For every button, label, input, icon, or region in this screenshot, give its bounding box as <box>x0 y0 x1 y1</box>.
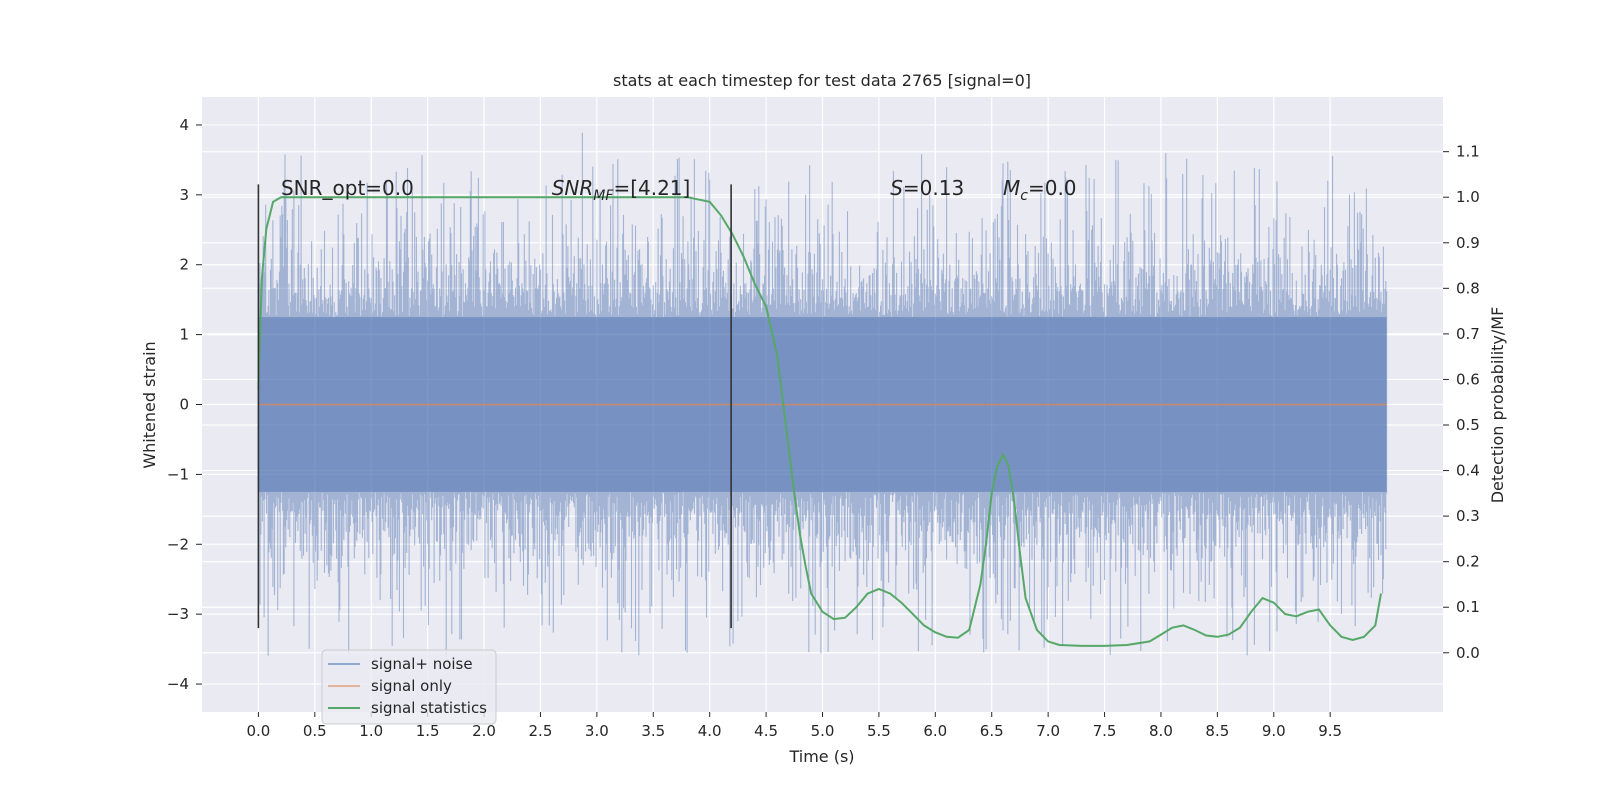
y-right-tick-label: 0.6 <box>1456 370 1480 388</box>
x-tick-label: 5.5 <box>867 722 891 740</box>
series-signal-statistics-line <box>257 196 1382 647</box>
y-left-tick-label: 0 <box>179 396 189 414</box>
x-axis-ticks: 0.0 0.5 1.0 1.5 2.0 2.5 3.0 3.5 4.0 4.5 5.0 5.5 6.0 6… <box>246 712 1342 740</box>
y-right-tick-label: 0.7 <box>1456 325 1480 343</box>
legend-box <box>321 649 497 725</box>
x-tick-label: 2.0 <box>472 722 496 740</box>
y-right-tick-label: 0.1 <box>1456 598 1480 616</box>
x-tick-label: 9.5 <box>1318 722 1342 740</box>
y-left-tick-label: 2 <box>179 256 189 274</box>
annotation-text: Mc=0.0 <box>1003 176 1077 204</box>
y-left-tick-label: −1 <box>167 465 189 483</box>
y-left-tick-label: −4 <box>167 675 189 693</box>
y-right-tick-label: 0.0 <box>1456 644 1480 662</box>
y-right-tick-label: 0.9 <box>1456 234 1480 252</box>
y-right-tick-label: 0.2 <box>1456 553 1480 571</box>
annotation-text: S=0.13 <box>890 176 964 200</box>
y-left-axis-label: Whitened strain <box>140 341 159 468</box>
x-tick-label: 8.0 <box>1149 722 1173 740</box>
annotations: SNR_opt=0.0 SNRMF=[4.21] S=0.13 Mc=0.0 <box>281 176 1077 204</box>
x-tick-label: 0.0 <box>246 722 270 740</box>
annotation-text: SNR_opt=0.0 <box>281 176 414 200</box>
x-tick-label: 2.5 <box>529 722 553 740</box>
x-tick-label: 3.0 <box>585 722 609 740</box>
y-right-tick-label: 0.8 <box>1456 279 1480 297</box>
legend-label-signal-noise: signal+ noise <box>371 655 473 673</box>
y-left-tick-label: 1 <box>179 326 189 344</box>
y-left-axis-ticks: −4 −3 −2 −1 0 1 2 3 4 <box>167 116 202 693</box>
y-right-tick-label: 0.4 <box>1456 462 1480 480</box>
y-left-tick-label: −3 <box>167 605 189 623</box>
chart-title: stats at each timestep for test data 276… <box>613 71 1031 90</box>
vertical-markers <box>257 184 732 629</box>
y-left-tick-label: 3 <box>179 186 189 204</box>
y-right-tick-label: 0.3 <box>1456 507 1480 525</box>
legend: signal+ noise signal only signal statist… <box>321 649 497 725</box>
x-tick-label: 5.0 <box>811 722 835 740</box>
legend-label-signal-only: signal only <box>371 677 452 695</box>
y-right-tick-label: 0.5 <box>1456 416 1480 434</box>
y-right-tick-label: 1.0 <box>1456 188 1480 206</box>
y-right-axis-label: Detection probability/MF <box>1488 307 1507 504</box>
series-layer <box>257 196 1387 647</box>
x-tick-label: 4.0 <box>698 722 722 740</box>
y-right-tick-label: 1.1 <box>1456 143 1480 161</box>
x-tick-label: 8.5 <box>1205 722 1229 740</box>
x-tick-label: 1.0 <box>359 722 383 740</box>
legend-label-signal-statistics: signal statistics <box>371 699 487 717</box>
y-right-axis-ticks: 0.0 0.1 0.2 0.3 0.4 0.5 0.6 0.7 0.8 0.9 1.0 1.1 <box>1443 143 1480 662</box>
x-tick-label: 0.5 <box>303 722 327 740</box>
x-tick-label: 9.0 <box>1262 722 1286 740</box>
y-left-tick-label: 4 <box>179 116 189 134</box>
x-tick-label: 6.0 <box>923 722 947 740</box>
x-tick-label: 7.5 <box>1093 722 1117 740</box>
x-tick-label: 7.0 <box>1036 722 1060 740</box>
x-tick-label: 4.5 <box>754 722 778 740</box>
y-left-tick-label: −2 <box>167 535 189 553</box>
x-axis-label: Time (s) <box>788 747 854 766</box>
x-tick-label: 6.5 <box>980 722 1004 740</box>
annotation-text: SNRMF=[4.21] <box>552 176 691 204</box>
x-tick-label: 3.5 <box>641 722 665 740</box>
x-tick-label: 1.5 <box>416 722 440 740</box>
